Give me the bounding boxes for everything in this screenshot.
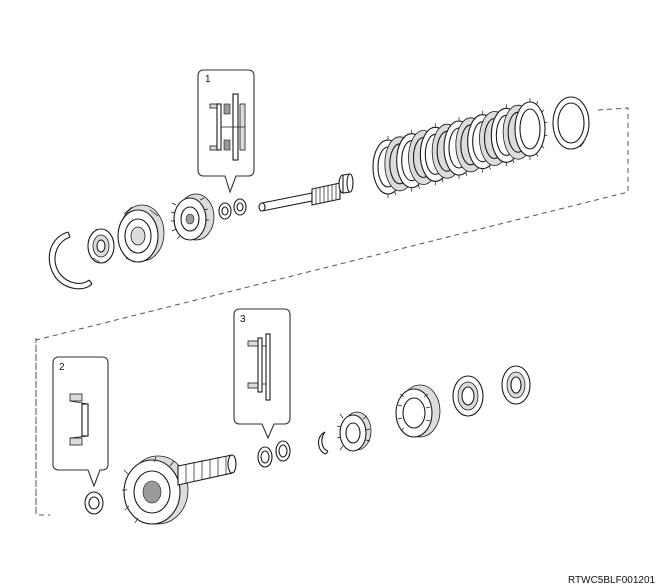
clutch-pack <box>372 98 548 198</box>
thrust-washer-b <box>233 198 247 216</box>
callout-3-detail <box>247 333 271 401</box>
figure-code: RTWC5BLF001201 <box>568 575 656 586</box>
input-shaft <box>258 173 354 212</box>
clutch-retainer-ring <box>552 96 590 150</box>
upper-group-outline <box>35 107 629 515</box>
sun-gear <box>170 193 215 241</box>
upper-bearing <box>87 228 115 264</box>
lower-group-outline <box>35 338 50 516</box>
thrust-race-a <box>452 375 484 417</box>
roller-bearing <box>395 384 441 438</box>
output-shaft-carrier <box>122 454 237 525</box>
callout-1-number: 1 <box>205 74 211 85</box>
planetary-carrier <box>117 204 165 263</box>
callout-3-number: 3 <box>240 314 246 325</box>
shaft-washer-b <box>275 440 291 462</box>
thrust-race-b <box>501 365 531 405</box>
callout-2: 2 <box>52 356 109 488</box>
clutch-plate <box>514 98 548 160</box>
one-way-clutch-gear <box>336 411 372 452</box>
callout-3: 3 <box>233 308 291 440</box>
callout-2-detail <box>69 393 89 446</box>
thrust-washer-a <box>218 202 232 220</box>
snap-ring <box>48 231 93 290</box>
small-snap-ring <box>317 431 329 455</box>
callout-1-detail <box>209 93 246 161</box>
lower-thrust-washer <box>84 491 104 515</box>
callout-1: 1 <box>197 69 255 194</box>
shaft-washer-a <box>257 446 273 468</box>
callout-2-number: 2 <box>59 362 65 373</box>
